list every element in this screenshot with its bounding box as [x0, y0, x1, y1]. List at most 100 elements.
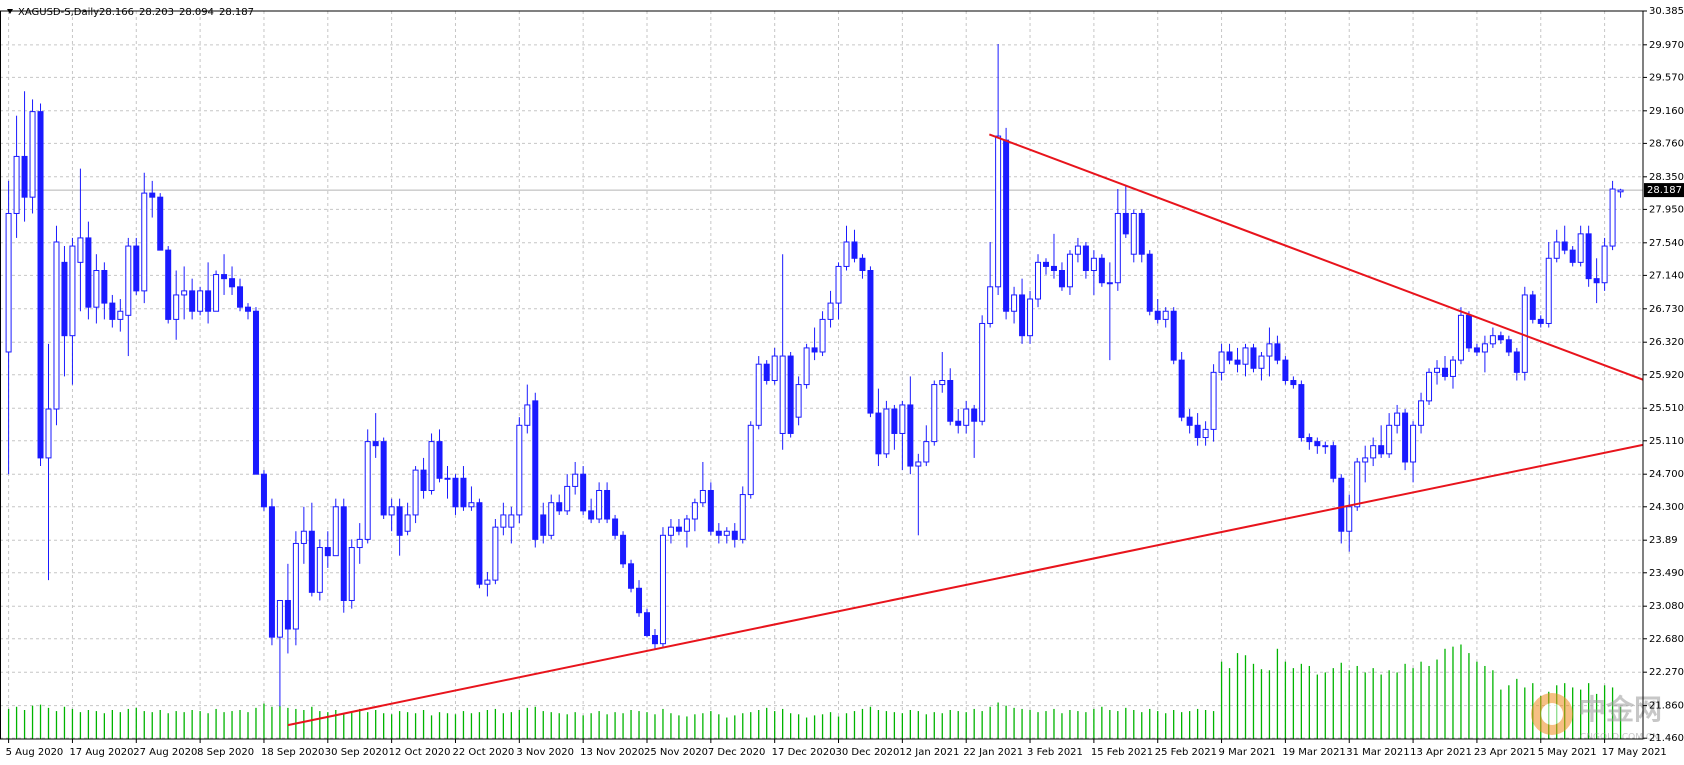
candle-body	[1266, 343, 1273, 357]
candle-body	[1585, 233, 1592, 280]
candle-body	[1250, 347, 1257, 369]
x-tick-label: 13 Nov 2020	[580, 747, 644, 758]
x-tick-label: 17 Dec 2020	[772, 747, 836, 758]
candle-body	[1138, 212, 1145, 255]
candle-body	[1497, 335, 1504, 341]
candle-body	[1489, 335, 1496, 345]
candle-body	[1202, 428, 1209, 439]
candle-body	[181, 290, 188, 296]
y-tick-label: 24.300	[1649, 502, 1684, 513]
header-ohlc: 28.094	[179, 7, 214, 18]
candle-body	[1170, 310, 1177, 361]
x-tick-label: 22 Oct 2020	[452, 747, 514, 758]
candle-body	[1154, 310, 1161, 320]
y-tick-label: 27.540	[1649, 238, 1684, 249]
y-tick-label: 30.385	[1649, 6, 1684, 17]
candle-body	[947, 379, 954, 422]
candle-body	[284, 599, 291, 630]
candle-body	[963, 408, 970, 426]
candle-body	[1545, 257, 1552, 324]
candle-body	[1314, 441, 1321, 447]
candle-body	[803, 347, 810, 386]
candle-body	[1609, 188, 1616, 247]
candle-body	[85, 237, 92, 308]
candle-body	[596, 489, 603, 520]
candle-body	[636, 587, 643, 614]
candle-body	[428, 441, 435, 491]
y-tick-label: 28.760	[1649, 138, 1684, 149]
candle-body	[987, 286, 994, 324]
y-tick-label: 24.700	[1649, 469, 1684, 480]
candle-body	[292, 542, 299, 630]
candle-body	[436, 441, 443, 479]
y-tick-label: 22.680	[1649, 634, 1684, 645]
candle-body	[532, 400, 539, 540]
candle-body	[1090, 257, 1097, 272]
candle-body	[1290, 379, 1297, 386]
candle-body	[1282, 359, 1289, 381]
candle-body	[1418, 400, 1425, 426]
candle-body	[1043, 261, 1049, 267]
candle-body	[835, 265, 842, 304]
candle-body	[819, 318, 826, 353]
candle-body	[1298, 384, 1305, 439]
x-tick-label: 9 Mar 2021	[1219, 747, 1276, 758]
watermark-logo-inner	[1541, 703, 1563, 725]
candle-body	[189, 290, 196, 312]
candle-body	[1027, 298, 1034, 337]
candle-body	[827, 302, 834, 320]
y-tick-label: 23.080	[1649, 601, 1684, 612]
candle-body	[37, 111, 44, 459]
candle-body	[1346, 506, 1353, 532]
candle-body	[69, 245, 76, 337]
candle-body	[5, 212, 12, 353]
candle-body	[739, 494, 746, 540]
candle-body	[380, 441, 387, 516]
candle-body	[372, 441, 379, 447]
candle-body	[540, 514, 547, 536]
candle-body	[300, 530, 307, 544]
candle-body	[1074, 245, 1081, 255]
candle-body	[1569, 249, 1576, 263]
price-label: 28.187	[1647, 185, 1682, 196]
candle-body	[61, 261, 68, 337]
x-tick-label: 8 Sep 2020	[197, 747, 254, 758]
candle-body	[1130, 212, 1137, 255]
x-tick-label: 19 Mar 2021	[1282, 747, 1345, 758]
candle-body	[1330, 445, 1337, 479]
candle-body	[1354, 461, 1361, 508]
candle-body	[101, 270, 108, 304]
candle-body	[1473, 347, 1480, 353]
candle-body	[620, 534, 627, 565]
candle-body	[667, 526, 674, 536]
watermark-sub: CNGOLD.COM.CN	[1580, 733, 1659, 743]
candle-body	[787, 355, 794, 434]
candle-body	[755, 363, 762, 426]
candle-body	[628, 563, 635, 589]
candle-body	[1529, 294, 1536, 320]
candle-body	[508, 514, 515, 528]
candle-body	[252, 310, 259, 475]
trendline	[988, 133, 1643, 381]
candle-body	[875, 412, 882, 455]
candle-body	[1457, 314, 1464, 361]
x-tick-label: 25 Feb 2021	[1155, 747, 1217, 758]
candle-body	[340, 506, 347, 601]
x-tick-label: 18 Sep 2020	[261, 747, 324, 758]
x-tick-label: 23 Apr 2021	[1474, 747, 1536, 758]
candle-body	[109, 302, 116, 320]
x-tick-label: 30 Dec 2020	[836, 747, 900, 758]
axes: 30.385 29.970 29.570 29.160 28.760 28.350 27.9…	[6, 6, 1684, 758]
candle-body	[476, 502, 483, 585]
candle-body	[53, 241, 60, 410]
y-tick-label: 21.860	[1649, 701, 1684, 712]
candle-body	[971, 408, 978, 422]
candle-body	[1442, 367, 1448, 377]
candle-body	[1050, 265, 1057, 272]
x-tick-label: 17 May 2021	[1602, 747, 1667, 758]
candle-body	[580, 473, 587, 512]
candle-body	[45, 408, 52, 459]
y-tick-label: 27.950	[1649, 204, 1684, 215]
candle-body	[1098, 257, 1105, 284]
